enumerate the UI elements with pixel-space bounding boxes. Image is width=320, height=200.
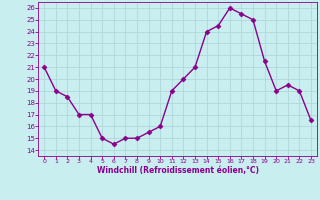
X-axis label: Windchill (Refroidissement éolien,°C): Windchill (Refroidissement éolien,°C) xyxy=(97,166,259,175)
